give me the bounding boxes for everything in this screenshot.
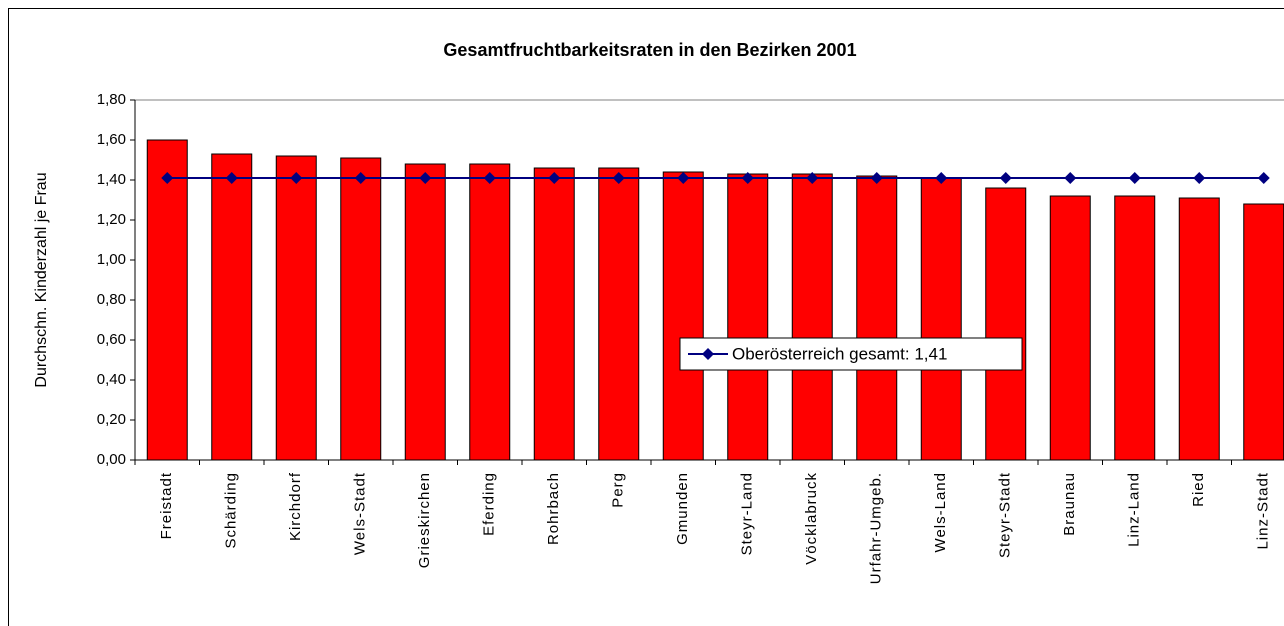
line-marker (290, 172, 303, 184)
bar (1178, 197, 1220, 461)
y-tick-label: 1,40 (97, 171, 126, 188)
bar (533, 167, 575, 461)
x-tick-label: Kirchdorf (287, 472, 304, 541)
y-tick-label: 1,00 (97, 251, 126, 268)
line-marker (1064, 172, 1077, 184)
x-tick-label: Schärding (223, 472, 240, 549)
bar (1049, 195, 1091, 461)
bar (662, 171, 704, 461)
line-marker (677, 172, 690, 184)
line-marker (806, 172, 819, 184)
legend-marker (702, 348, 714, 360)
x-tick-label: Urfahr-Umgeb. (868, 472, 885, 584)
bar (211, 153, 253, 461)
line-marker (741, 172, 754, 184)
y-tick-label: 0,80 (97, 291, 126, 308)
y-tick-label: 1,60 (97, 131, 126, 148)
chart-title: Gesamtfruchtbarkeitsraten in den Bezirke… (443, 40, 856, 60)
bar (598, 167, 640, 461)
y-tick-label: 0,20 (97, 411, 126, 428)
line-marker (870, 172, 883, 184)
x-tick-label: Braunau (1061, 472, 1078, 536)
line-marker (1257, 172, 1270, 184)
x-tick-label: Vöcklabruck (803, 472, 820, 565)
chart-frame (8, 8, 1284, 626)
line-marker (999, 172, 1012, 184)
x-tick-label: Wels-Stadt (352, 472, 369, 555)
line-marker (1193, 172, 1206, 184)
x-tick-label: Gmunden (674, 472, 691, 545)
line-marker (483, 172, 496, 184)
y-axis-label: Durchschn. Kinderzahl je Frau (33, 172, 50, 387)
line-marker (419, 172, 432, 184)
bar (469, 163, 511, 461)
bar (340, 157, 382, 461)
bar (920, 177, 962, 461)
bar (404, 163, 446, 461)
line-marker (935, 172, 948, 184)
x-tick-label: Rohrbach (545, 472, 562, 545)
bar (727, 173, 769, 461)
line-marker (225, 172, 238, 184)
x-tick-label: Ried (1190, 472, 1207, 507)
bar (856, 175, 898, 461)
legend-box (679, 337, 1023, 371)
x-tick-label: Eferding (481, 472, 498, 536)
line-marker (612, 172, 625, 184)
line-marker (161, 172, 174, 184)
bar (275, 155, 317, 461)
x-tick-label: Steyr-Land (739, 472, 756, 555)
x-tick-label: Linz-Stadt (1255, 472, 1272, 550)
legend-label: Oberösterreich gesamt: 1,41 (732, 344, 947, 363)
bar (791, 173, 833, 461)
line-marker (354, 172, 367, 184)
y-tick-label: 0,00 (97, 451, 126, 468)
x-tick-label: Linz-Land (1126, 472, 1143, 547)
y-tick-label: 0,40 (97, 371, 126, 388)
bar (1243, 203, 1284, 461)
y-tick-label: 1,80 (97, 91, 126, 108)
x-tick-label: Freistadt (158, 472, 175, 539)
y-tick-label: 0,60 (97, 331, 126, 348)
bar (1114, 195, 1156, 461)
x-tick-label: Steyr-Stadt (997, 472, 1014, 558)
line-marker (548, 172, 561, 184)
x-tick-label: Wels-Land (932, 472, 949, 552)
y-tick-label: 1,20 (97, 211, 126, 228)
bar (146, 139, 188, 461)
line-marker (1128, 172, 1141, 184)
x-tick-label: Grieskirchen (416, 472, 433, 568)
x-tick-label: Perg (610, 472, 627, 508)
bar (985, 187, 1027, 461)
